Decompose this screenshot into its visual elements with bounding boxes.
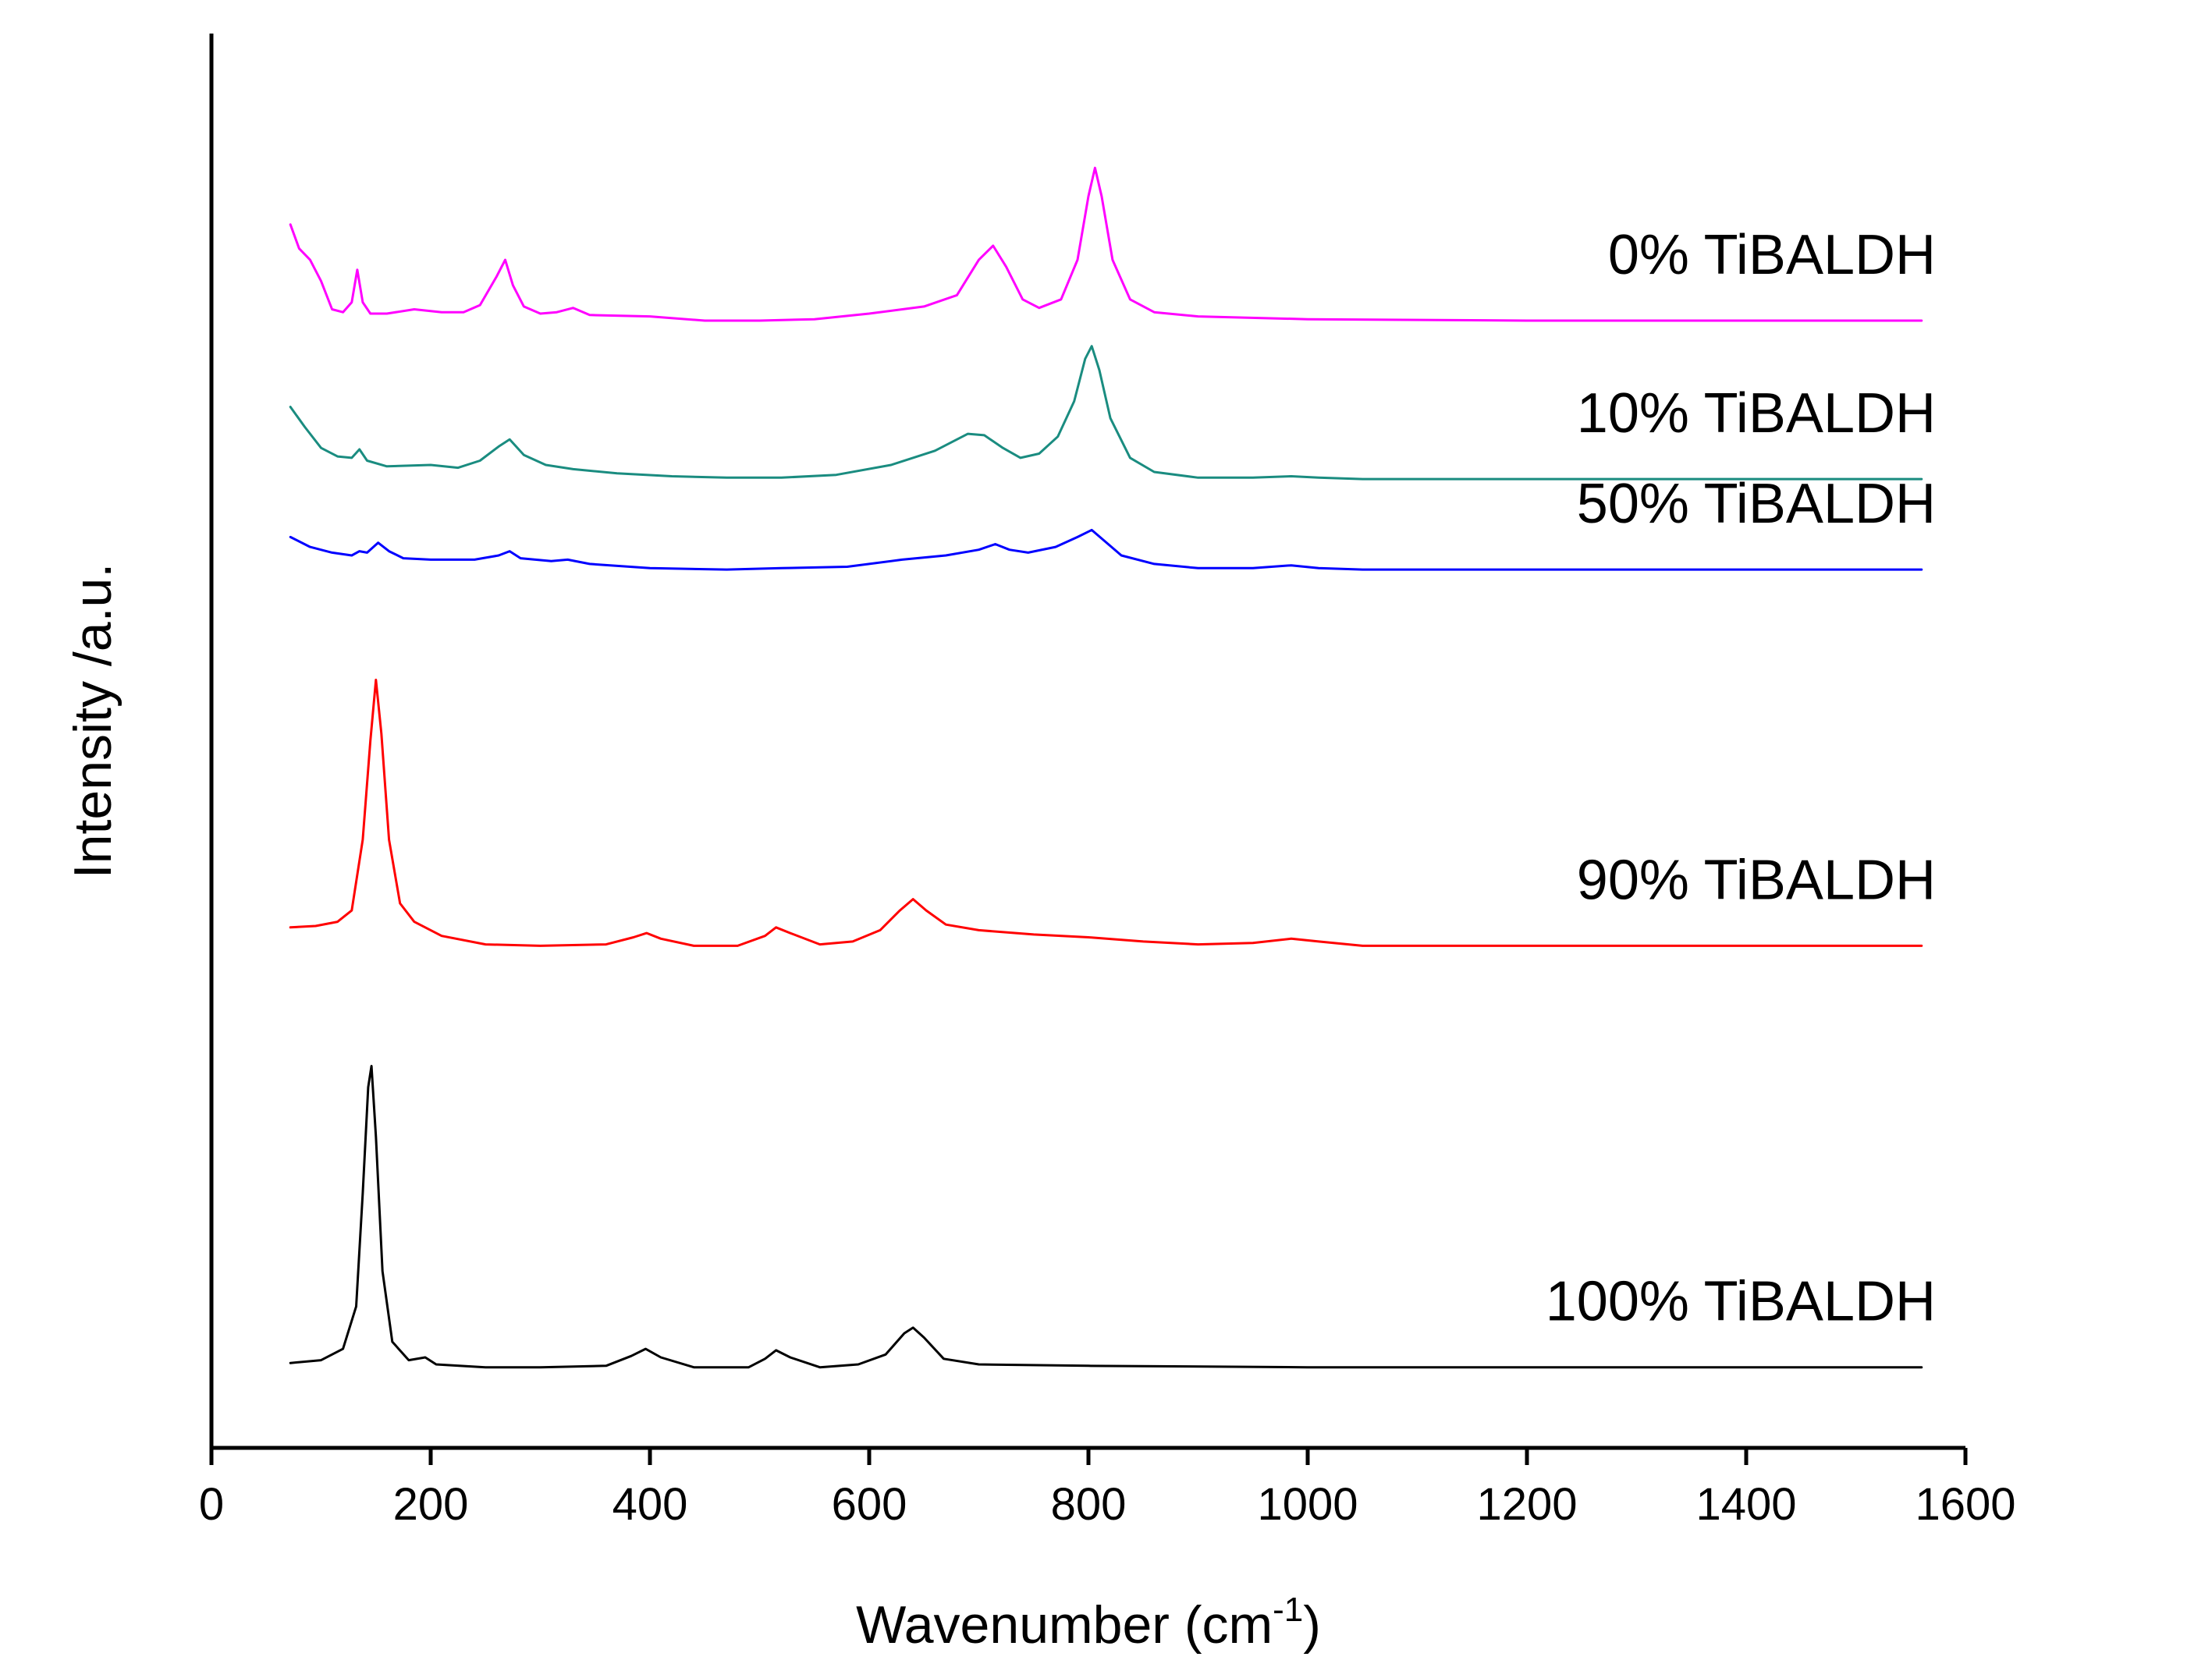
x-tick-label: 200 xyxy=(393,1479,469,1530)
x-tick-label: 1200 xyxy=(1476,1479,1577,1530)
y-axis-title: Intensity /a.u. xyxy=(63,563,122,878)
x-tick-label: 800 xyxy=(1051,1479,1127,1530)
series-label-0pct-tibaldh: 0% TiBALDH xyxy=(1608,224,1936,286)
series-label-50pct-tibaldh: 50% TiBALDH xyxy=(1577,473,1936,535)
series-line-10pct-tibaldh xyxy=(289,345,1923,481)
x-axis-title-main: Wavenumber (cm xyxy=(856,1595,1273,1655)
x-tick-label: 1600 xyxy=(1915,1479,2015,1530)
series-labels-group: 0% TiBALDH 10% TiBALDH 50% TiBALDH 90% TiBA… xyxy=(1546,224,1936,1333)
x-axis-title: Wavenumber (cm-1) xyxy=(856,1591,1321,1655)
series-label-100pct-tibaldh: 100% TiBALDH xyxy=(1546,1271,1936,1333)
x-tick-label: 400 xyxy=(612,1479,688,1530)
series-line-0pct-tibaldh xyxy=(289,166,1923,322)
x-axis-title-superscript: -1 xyxy=(1273,1591,1303,1629)
series-group xyxy=(289,166,1923,1369)
x-tick-label: 1000 xyxy=(1257,1479,1358,1530)
series-line-90pct-tibaldh xyxy=(289,679,1923,947)
series-line-50pct-tibaldh xyxy=(289,528,1923,571)
series-label-10pct-tibaldh: 10% TiBALDH xyxy=(1577,382,1936,445)
series-line-100pct-tibaldh xyxy=(289,1065,1923,1369)
x-tick-label: 600 xyxy=(832,1479,907,1530)
x-axis-title-close: ) xyxy=(1303,1595,1321,1655)
series-label-90pct-tibaldh: 90% TiBALDH xyxy=(1577,849,1936,911)
x-axis-ticks: 0 200 400 600 800 1000 1200 1400 1600 xyxy=(199,1448,2016,1530)
x-tick-label: 0 xyxy=(199,1479,224,1530)
x-tick-label: 1400 xyxy=(1695,1479,1796,1530)
